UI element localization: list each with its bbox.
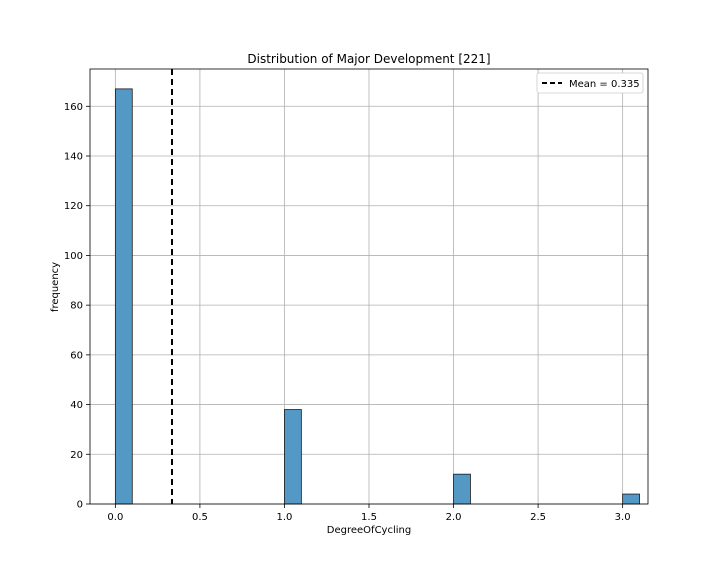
x-tick-label: 0.5 — [192, 512, 208, 523]
x-ticks: 0.0 0.5 1.0 1.5 2.0 2.5 3.0 — [107, 504, 631, 523]
legend-box — [536, 72, 644, 94]
chart-title: Distribution of Major Development [221] — [247, 52, 490, 66]
y-tick-label: 100 — [64, 251, 83, 262]
y-tick-label: 140 — [64, 152, 83, 163]
x-tick-label: 2.0 — [446, 512, 462, 523]
y-axis-label: frequency — [50, 262, 61, 312]
histogram-bar — [453, 473, 471, 505]
x-tick-label: 1.0 — [277, 512, 293, 523]
y-tick-label: 60 — [70, 350, 83, 361]
y-tick-label: 160 — [64, 102, 83, 113]
histogram-bar — [622, 493, 640, 505]
legend-mean-label: Mean = 0.335 — [569, 79, 640, 90]
x-tick-label: 2.5 — [530, 512, 546, 523]
y-ticks: 0 20 40 60 80 100 120 140 160 — [64, 102, 90, 511]
x-tick-label: 0.0 — [107, 512, 123, 523]
y-tick-label: 40 — [70, 400, 83, 411]
y-tick-label: 20 — [70, 450, 83, 461]
y-tick-label: 80 — [70, 301, 83, 312]
x-tick-label: 1.5 — [361, 512, 377, 523]
y-tick-label: 0 — [77, 500, 83, 511]
x-tick-label: 3.0 — [615, 512, 631, 523]
y-tick-label: 120 — [64, 201, 83, 212]
histogram-bar — [114, 88, 133, 505]
x-axis-label: DegreeOfCycling — [327, 525, 411, 536]
legend: Mean = 0.335 — [536, 72, 644, 94]
histogram-bar — [284, 409, 302, 505]
